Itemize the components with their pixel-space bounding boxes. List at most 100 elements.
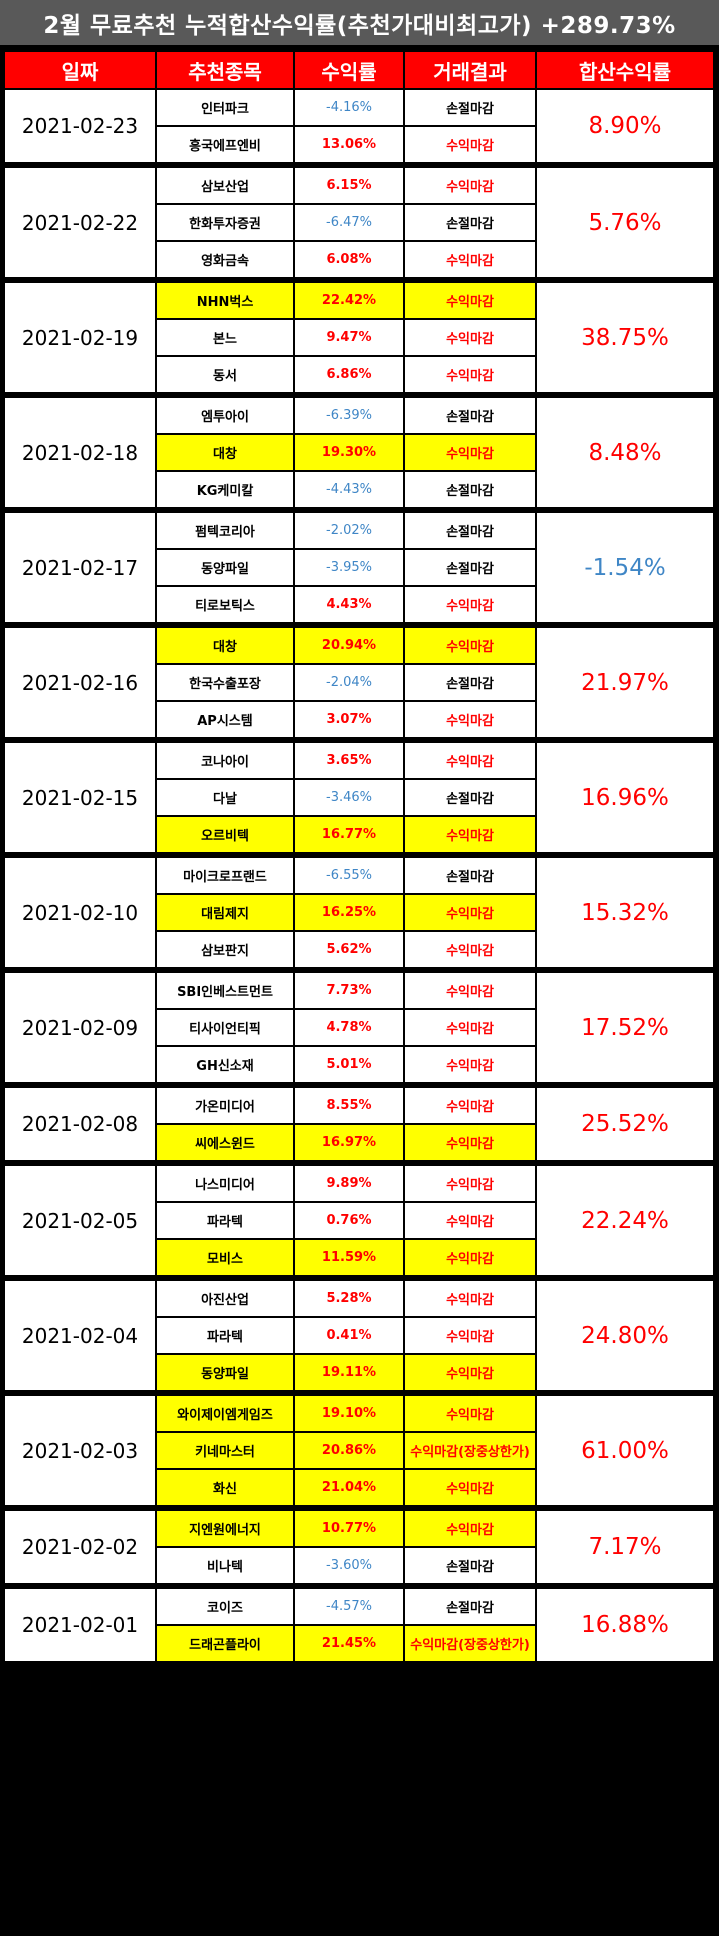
stock-name-cell: 지엔원에너지	[157, 1511, 293, 1546]
return-rate-cell: -4.57%	[295, 1589, 403, 1624]
total-return-cell: 38.75%	[537, 283, 713, 392]
total-return-cell: 15.32%	[537, 858, 713, 967]
date-cell: 2021-02-22	[5, 168, 155, 277]
trade-result-cell: 손절마감	[405, 780, 535, 815]
trade-result-cell: 손절마감	[405, 398, 535, 433]
return-rate-cell: -3.95%	[295, 550, 403, 585]
return-rate-cell: 6.86%	[295, 357, 403, 392]
trade-result-cell: 수익마감	[405, 127, 535, 162]
return-rate-cell: -6.39%	[295, 398, 403, 433]
return-rate-cell: 22.42%	[295, 283, 403, 318]
stock-name-cell: 모비스	[157, 1240, 293, 1275]
return-rate-cell: 16.77%	[295, 817, 403, 852]
stock-name-cell: 본느	[157, 320, 293, 355]
date-cell: 2021-02-15	[5, 743, 155, 852]
trade-result-cell: 손절마감	[405, 513, 535, 548]
trade-result-cell: 손절마감	[405, 665, 535, 700]
trade-result-cell: 손절마감	[405, 858, 535, 893]
trade-result-cell: 수익마감(장중상한가)	[405, 1433, 535, 1468]
return-rate-cell: 16.25%	[295, 895, 403, 930]
trade-result-cell: 수익마감	[405, 1396, 535, 1431]
date-cell: 2021-02-23	[5, 90, 155, 162]
trade-result-cell: 수익마감	[405, 1125, 535, 1160]
stock-name-cell: 나스미디어	[157, 1166, 293, 1201]
trade-result-cell: 수익마감	[405, 283, 535, 318]
stock-name-cell: 동양파일	[157, 550, 293, 585]
total-return-cell: 8.48%	[537, 398, 713, 507]
stock-name-cell: 대창	[157, 628, 293, 663]
header-total: 합산수익률	[537, 52, 713, 88]
total-return-cell: 16.96%	[537, 743, 713, 852]
trade-result-cell: 수익마감	[405, 357, 535, 392]
trade-result-cell: 수익마감	[405, 587, 535, 622]
header-stock: 추천종목	[157, 52, 293, 88]
total-return-cell: -1.54%	[537, 513, 713, 622]
trade-result-cell: 수익마감	[405, 895, 535, 930]
stock-name-cell: 화신	[157, 1470, 293, 1505]
return-rate-cell: 8.55%	[295, 1088, 403, 1123]
trade-result-cell: 수익마감	[405, 1318, 535, 1353]
trade-result-cell: 수익마감	[405, 743, 535, 778]
stock-name-cell: NHN벅스	[157, 283, 293, 318]
trade-result-cell: 손절마감	[405, 90, 535, 125]
trade-result-cell: 수익마감	[405, 1010, 535, 1045]
date-cell: 2021-02-16	[5, 628, 155, 737]
date-cell: 2021-02-18	[5, 398, 155, 507]
trade-result-cell: 수익마감	[405, 1166, 535, 1201]
header-result: 거래결과	[405, 52, 535, 88]
return-rate-cell: -6.55%	[295, 858, 403, 893]
trade-result-cell: 손절마감	[405, 550, 535, 585]
stock-name-cell: 인터파크	[157, 90, 293, 125]
return-rate-cell: 5.62%	[295, 932, 403, 967]
return-rate-cell: 10.77%	[295, 1511, 403, 1546]
return-rate-cell: 21.45%	[295, 1626, 403, 1661]
stock-name-cell: 마이크로프랜드	[157, 858, 293, 893]
stock-name-cell: 펌텍코리아	[157, 513, 293, 548]
total-return-cell: 22.24%	[537, 1166, 713, 1275]
return-rate-cell: -6.47%	[295, 205, 403, 240]
stock-name-cell: 대창	[157, 435, 293, 470]
stock-name-cell: 흥국에프엔비	[157, 127, 293, 162]
trade-result-cell: 수익마감	[405, 1511, 535, 1546]
stock-name-cell: 티사이언티픽	[157, 1010, 293, 1045]
total-return-cell: 21.97%	[537, 628, 713, 737]
return-rate-cell: 3.07%	[295, 702, 403, 737]
trade-result-cell: 손절마감	[405, 205, 535, 240]
return-rate-cell: 13.06%	[295, 127, 403, 162]
return-rate-cell: 6.08%	[295, 242, 403, 277]
return-rate-cell: 7.73%	[295, 973, 403, 1008]
stock-name-cell: 영화금속	[157, 242, 293, 277]
stock-name-cell: 한화투자증권	[157, 205, 293, 240]
stock-name-cell: 가온미디어	[157, 1088, 293, 1123]
total-return-cell: 5.76%	[537, 168, 713, 277]
trade-result-cell: 수익마감	[405, 1470, 535, 1505]
trade-result-cell: 수익마감	[405, 1281, 535, 1316]
trade-result-cell: 수익마감	[405, 1203, 535, 1238]
stock-name-cell: GH신소재	[157, 1047, 293, 1082]
date-cell: 2021-02-09	[5, 973, 155, 1082]
trade-result-cell: 손절마감	[405, 1589, 535, 1624]
stock-name-cell: AP시스템	[157, 702, 293, 737]
total-return-cell: 17.52%	[537, 973, 713, 1082]
trade-result-cell: 수익마감	[405, 1240, 535, 1275]
date-cell: 2021-02-17	[5, 513, 155, 622]
stock-name-cell: 아진산업	[157, 1281, 293, 1316]
stock-name-cell: 코이즈	[157, 1589, 293, 1624]
trade-result-cell: 수익마감	[405, 628, 535, 663]
trade-result-cell: 손절마감	[405, 472, 535, 507]
stock-name-cell: 파라텍	[157, 1203, 293, 1238]
return-rate-cell: 20.94%	[295, 628, 403, 663]
total-return-cell: 24.80%	[537, 1281, 713, 1390]
return-rate-cell: 4.78%	[295, 1010, 403, 1045]
return-rate-cell: -2.02%	[295, 513, 403, 548]
date-cell: 2021-02-08	[5, 1088, 155, 1160]
stock-name-cell: 삼보판지	[157, 932, 293, 967]
return-rate-cell: 6.15%	[295, 168, 403, 203]
stock-name-cell: 키네마스터	[157, 1433, 293, 1468]
return-rate-cell: -3.46%	[295, 780, 403, 815]
stock-name-cell: 동양파일	[157, 1355, 293, 1390]
return-rate-cell: 19.11%	[295, 1355, 403, 1390]
trade-result-cell: 수익마감	[405, 932, 535, 967]
total-return-cell: 7.17%	[537, 1511, 713, 1583]
